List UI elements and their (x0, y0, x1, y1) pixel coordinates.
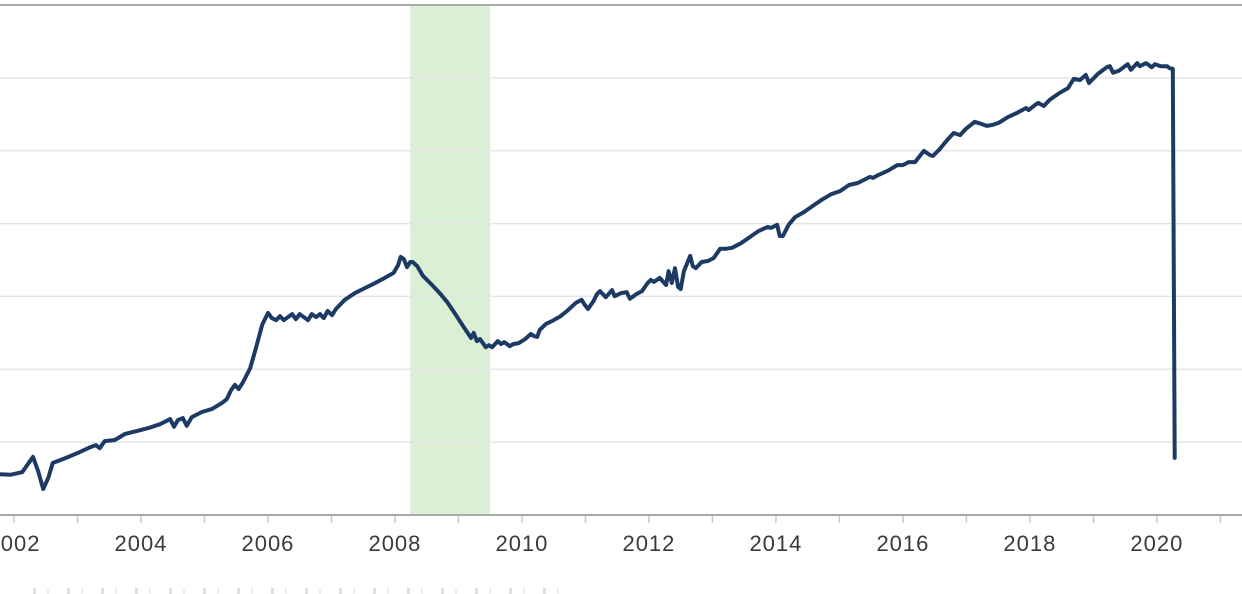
recession-shading-band (410, 6, 491, 514)
data-series-line (0, 61, 1177, 491)
clipped-caption-remnant (33, 588, 563, 594)
